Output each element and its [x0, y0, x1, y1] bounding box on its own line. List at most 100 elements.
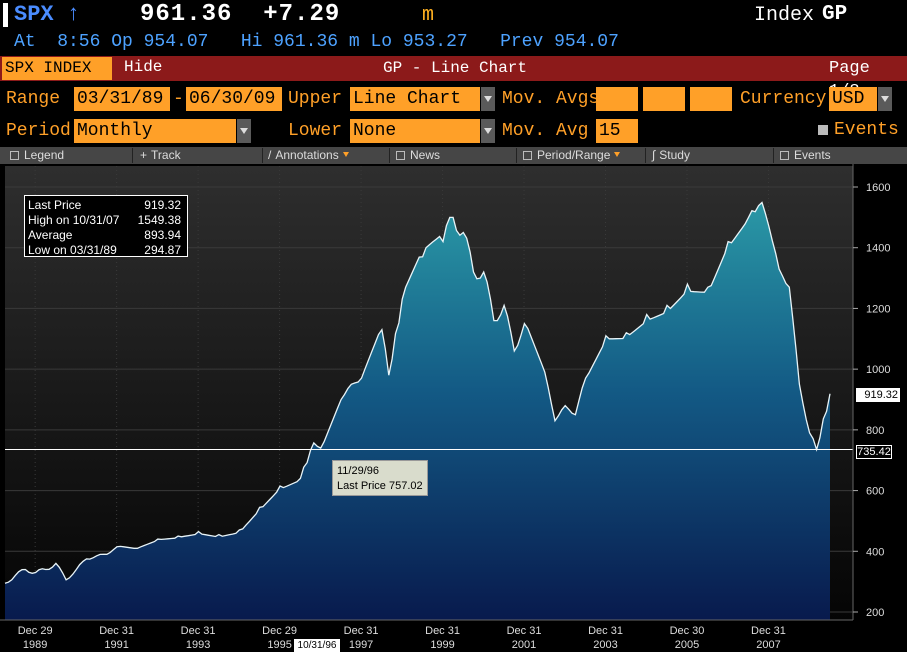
- legend-value: 294.87: [144, 243, 181, 257]
- tooltip-label: Last Price: [337, 480, 386, 492]
- calendar-icon: [523, 151, 532, 160]
- upper-label: Upper: [288, 89, 343, 109]
- legend-button[interactable]: Legend: [10, 147, 64, 164]
- events-label: Events: [834, 120, 899, 140]
- x-tick-year: 1991: [104, 639, 128, 651]
- legend-label: Last Price: [28, 198, 82, 212]
- upper-select[interactable]: Line Chart: [350, 87, 480, 111]
- news-button[interactable]: News: [396, 147, 440, 164]
- track-button[interactable]: + Track: [140, 147, 181, 164]
- tooltip-value: 757.02: [388, 480, 423, 492]
- tooltip-value-row: Last Price 757.02: [337, 479, 423, 494]
- x-tick-label: Dec 30: [670, 625, 705, 637]
- legend-button-label: Legend: [24, 148, 65, 162]
- legend-box[interactable]: Last Price 919.32 High on 10/31/07 1549.38…: [24, 195, 188, 257]
- study-button-label: Study: [659, 148, 690, 162]
- last-price-tag: 919.32: [856, 388, 900, 402]
- x-tick-year: 1999: [430, 639, 454, 651]
- yellow-key-label: Index: [754, 4, 815, 27]
- x-tick-year: 1993: [186, 639, 210, 651]
- x-tick-year: 2003: [593, 639, 617, 651]
- x-tick-label: Dec 31: [588, 625, 623, 637]
- x-tick-label: Dec 31: [181, 625, 216, 637]
- cursor-block: [3, 3, 8, 27]
- range-separator: -: [173, 89, 184, 109]
- legend-value: 1549.38: [137, 213, 181, 227]
- period-label: Period: [6, 121, 71, 141]
- chevron-down-icon[interactable]: [481, 87, 495, 111]
- study-curve-icon: ∫: [652, 148, 656, 162]
- list-icon: [10, 151, 19, 160]
- price-line: [4, 201, 831, 584]
- x-tick-label: Dec 31: [344, 625, 379, 637]
- legend-row: Average 893.94: [28, 228, 184, 243]
- currency-select[interactable]: USD: [829, 87, 877, 111]
- mov-avg-3-input[interactable]: [690, 87, 732, 111]
- period-select[interactable]: Monthly: [74, 119, 236, 143]
- legend-row: High on 10/31/07 1549.38: [28, 213, 184, 228]
- study-button[interactable]: ∫ Study: [652, 147, 690, 164]
- currency-label: Currency: [740, 89, 827, 109]
- range-start-input[interactable]: 03/31/89: [74, 87, 170, 111]
- period-range-button-label: Period/Range: [537, 148, 611, 162]
- y-tick-label: 1600: [866, 182, 890, 194]
- events-button[interactable]: Events: [780, 147, 831, 164]
- x-tick-year: 1989: [23, 639, 47, 651]
- events-icon: [780, 151, 789, 160]
- x-tick-label: Dec 31: [425, 625, 460, 637]
- chevron-down-icon[interactable]: [878, 87, 892, 111]
- news-icon: [396, 151, 405, 160]
- toolbar-divider: [516, 148, 517, 163]
- y-tick-label: 800: [866, 425, 884, 437]
- y-tick-label: 1000: [866, 364, 890, 376]
- x-axis: Dec 29 1989 Dec 31 1991 Dec 31 1993 Dec 29 1995…: [18, 625, 786, 651]
- toolbar-divider: [645, 148, 646, 163]
- mov-avg-1-input[interactable]: [596, 87, 638, 111]
- mov-avgs-label: Mov. Avgs: [502, 89, 600, 109]
- chevron-down-icon[interactable]: [237, 119, 251, 143]
- hide-button[interactable]: Hide: [124, 58, 163, 76]
- range-end-input[interactable]: 06/30/09: [186, 87, 282, 111]
- mov-avg-2-input[interactable]: [643, 87, 685, 111]
- events-checkbox[interactable]: [818, 125, 828, 135]
- legend-label: Average: [28, 228, 73, 242]
- x-tick-label: Dec 31: [751, 625, 786, 637]
- news-button-label: News: [410, 148, 441, 162]
- y-tick-label: 1200: [866, 303, 890, 315]
- last-price: 961.36: [140, 1, 233, 28]
- toolbar-divider: [773, 148, 774, 163]
- lower-select[interactable]: None: [350, 119, 480, 143]
- y-axis: 1600 1400 1200 1000 800 600 400 200: [853, 182, 890, 619]
- range-label: Range: [6, 89, 61, 109]
- legend-row: Low on 03/31/89 294.87: [28, 243, 184, 258]
- legend-row: Last Price 919.32: [28, 198, 184, 213]
- tooltip-date: 11/29/96: [337, 465, 380, 477]
- x-tick-year: 2005: [675, 639, 699, 651]
- net-change: +7.29: [263, 1, 341, 28]
- crosshair-value-tag: 735.42: [856, 445, 892, 459]
- pencil-icon: /: [268, 148, 272, 162]
- chevron-down-icon[interactable]: [481, 119, 495, 143]
- x-tick-label: Dec 29: [18, 625, 53, 637]
- security-field[interactable]: SPX INDEX: [2, 57, 112, 80]
- toolbar-divider: [389, 148, 390, 163]
- lower-label: Lower: [288, 121, 343, 141]
- quote-header: [0, 0, 907, 56]
- toolbar-divider: [132, 148, 133, 163]
- y-tick-label: 200: [866, 607, 884, 619]
- chart-toolbar: [0, 147, 907, 164]
- period-range-button[interactable]: Period/Range: [523, 147, 621, 164]
- quote-details: At 8:56 Op 954.07 Hi 961.36 m Lo 953.27 …: [14, 32, 619, 52]
- dropdown-arrow-icon: [342, 152, 349, 157]
- y-tick-label: 400: [866, 546, 884, 558]
- x-tick-label: Dec 31: [99, 625, 134, 637]
- crosshair-date-tag: 10/31/96: [294, 639, 340, 652]
- mov-avg-input[interactable]: 15: [596, 119, 638, 143]
- hover-tooltip: 11/29/96 Last Price 757.02: [332, 460, 428, 496]
- x-tick-label: Dec 31: [507, 625, 542, 637]
- up-arrow-icon: ↑: [66, 2, 81, 27]
- ticker-symbol[interactable]: SPX ↑: [14, 2, 80, 27]
- x-tick-year: 1995: [267, 639, 291, 651]
- annotations-button[interactable]: / Annotations: [268, 147, 349, 164]
